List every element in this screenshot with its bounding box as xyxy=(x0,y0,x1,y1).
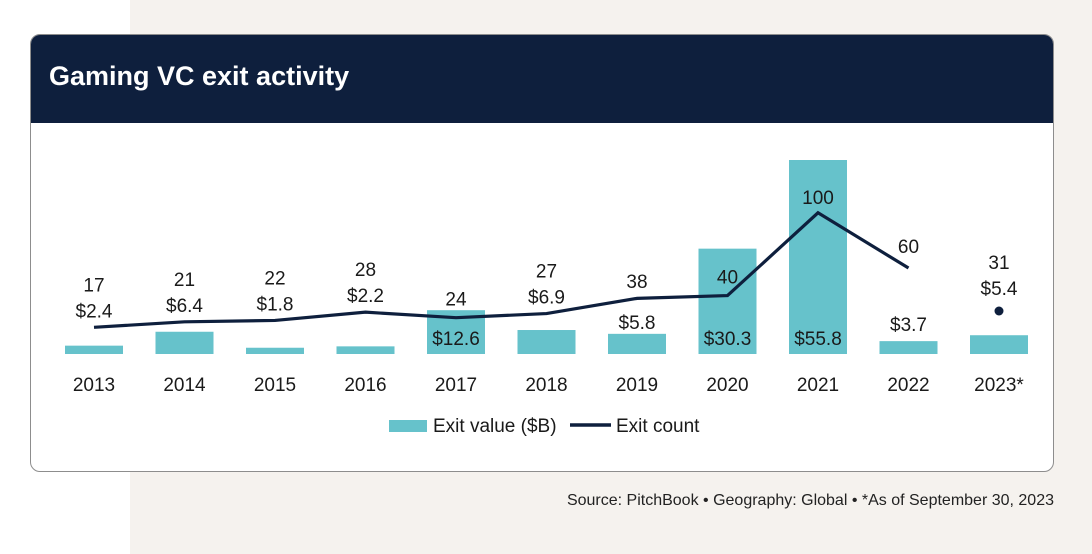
chart-title: Gaming VC exit activity xyxy=(49,61,350,91)
x-tick-label: 2019 xyxy=(616,375,658,396)
chart-header: Gaming VC exit activity xyxy=(31,35,1053,123)
x-tick-label: 2020 xyxy=(706,375,748,396)
bar xyxy=(698,248,757,354)
exit-count-label: 28 xyxy=(355,260,376,281)
bar-value-label: $55.8 xyxy=(794,329,842,350)
exit-count-label: 38 xyxy=(626,272,647,293)
bar xyxy=(608,333,666,354)
exit-count-point-2023 xyxy=(994,306,1004,316)
bar-value-label: $6.4 xyxy=(166,296,203,317)
legend-label-exit-count: Exit count xyxy=(616,416,700,437)
x-tick-label: 2018 xyxy=(525,375,567,396)
bar-value-label: $2.2 xyxy=(347,286,384,307)
bar-value-label: $6.9 xyxy=(528,288,565,309)
legend-label-exit-value: Exit value ($B) xyxy=(433,416,557,437)
bar-value-label: $5.8 xyxy=(619,313,656,334)
x-tick-label: 2015 xyxy=(254,375,296,396)
exit-count-label: 21 xyxy=(174,270,195,291)
exit-count-label: 60 xyxy=(898,237,919,258)
exit-count-label: 27 xyxy=(536,262,557,283)
source-note: Source: PitchBook • Geography: Global • … xyxy=(566,492,1054,509)
x-tick-label: 2021 xyxy=(797,375,839,396)
bar xyxy=(246,347,304,354)
exit-count-label: 40 xyxy=(717,268,738,289)
bar-value-label: $12.6 xyxy=(432,329,480,350)
exit-count-label: 31 xyxy=(988,253,1009,274)
x-tick-label: 2016 xyxy=(344,375,386,396)
x-tick-label: 2014 xyxy=(163,375,206,396)
legend-swatch-exit-value xyxy=(389,420,427,432)
bar xyxy=(879,341,938,354)
chart-card: Gaming VC exit activity 17 $2.4 2013 21 $6.4… xyxy=(30,34,1054,472)
bar-value-label: $5.4 xyxy=(981,279,1018,300)
exit-count-line xyxy=(93,210,910,329)
bar-value-label: $1.8 xyxy=(257,294,294,315)
bar xyxy=(155,331,214,354)
exit-activity-chart: 17 $2.4 2013 21 $6.4 2014 22 $1.8 2015 28 $2.2 2016… xyxy=(65,160,1028,437)
bar xyxy=(789,160,847,354)
x-tick-label: 2022 xyxy=(887,375,929,396)
bar xyxy=(517,330,576,354)
bar xyxy=(336,346,395,354)
x-tick-label: 2013 xyxy=(73,375,115,396)
x-tick-label: 2017 xyxy=(435,375,477,396)
bar-value-label: $3.7 xyxy=(890,315,927,336)
bar-value-label: $30.3 xyxy=(704,329,752,350)
exit-count-label: 17 xyxy=(83,275,104,296)
x-tick-label: 2023* xyxy=(974,375,1024,396)
bar xyxy=(65,345,123,354)
exit-count-label: 100 xyxy=(802,188,834,209)
exit-count-label: 22 xyxy=(264,268,285,289)
exit-count-label: 24 xyxy=(445,290,467,311)
bar-value-label: $2.4 xyxy=(76,301,113,322)
bar xyxy=(970,335,1028,354)
